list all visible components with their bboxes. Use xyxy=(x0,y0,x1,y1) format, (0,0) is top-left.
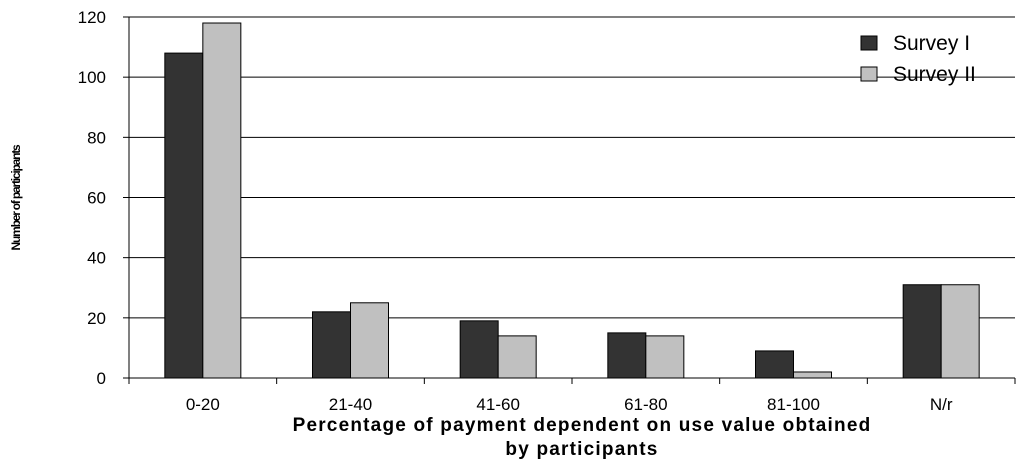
y-tick-labels: 0 20 40 60 80 100 120 xyxy=(78,8,106,388)
bars xyxy=(164,22,980,379)
bar-survey-i-21-40 xyxy=(312,311,351,379)
x-tick-labels: 0-20 21-40 41-60 61-80 81-100 N/r xyxy=(186,395,953,414)
legend-swatch-survey-ii xyxy=(860,66,878,82)
y-tick-label-40: 40 xyxy=(87,249,106,268)
legend-label-survey-i: Survey I xyxy=(893,32,970,55)
x-tick-label-81-100: 81-100 xyxy=(767,395,820,414)
bar-survey-ii-21-40 xyxy=(350,302,389,379)
x-tick-label-21-40: 21-40 xyxy=(329,395,372,414)
bar-survey-ii-81-100 xyxy=(793,371,832,379)
bar-survey-i-0-20 xyxy=(164,52,204,379)
bar-survey-ii-N-r xyxy=(940,284,980,379)
bar-survey-ii-0-20 xyxy=(202,22,242,379)
x-tick-label-41-60: 41-60 xyxy=(476,395,519,414)
legend-swatch-survey-i xyxy=(860,35,878,51)
legend-label-survey-ii: Survey II xyxy=(893,63,976,86)
bar-survey-i-N-r xyxy=(902,284,942,379)
axes xyxy=(123,16,1016,384)
x-axis-title-line1: Percentage of payment dependent on use v… xyxy=(293,415,872,436)
y-tick-label-0: 0 xyxy=(97,369,106,388)
x-tick-label-61-80: 61-80 xyxy=(624,395,667,414)
y-tick-label-60: 60 xyxy=(87,189,106,208)
x-axis-title-line2: by participants xyxy=(505,439,658,460)
bar-survey-ii-61-80 xyxy=(645,335,685,379)
y-axis-title: Number of participants xyxy=(9,144,23,250)
bar-survey-ii-41-60 xyxy=(497,335,537,379)
x-tick-label-0-20: 0-20 xyxy=(186,395,220,414)
bar-survey-i-41-60 xyxy=(459,320,499,379)
bar-survey-i-61-80 xyxy=(607,332,647,379)
gridlines xyxy=(129,16,1015,319)
y-tick-label-20: 20 xyxy=(87,309,106,328)
y-tick-label-80: 80 xyxy=(87,128,106,147)
y-tick-label-100: 100 xyxy=(78,68,106,87)
x-tick-label-N-r: N/r xyxy=(930,395,953,414)
bar-survey-i-81-100 xyxy=(755,350,794,379)
y-tick-label-120: 120 xyxy=(78,8,106,27)
legend: Survey I Survey II xyxy=(860,32,976,86)
